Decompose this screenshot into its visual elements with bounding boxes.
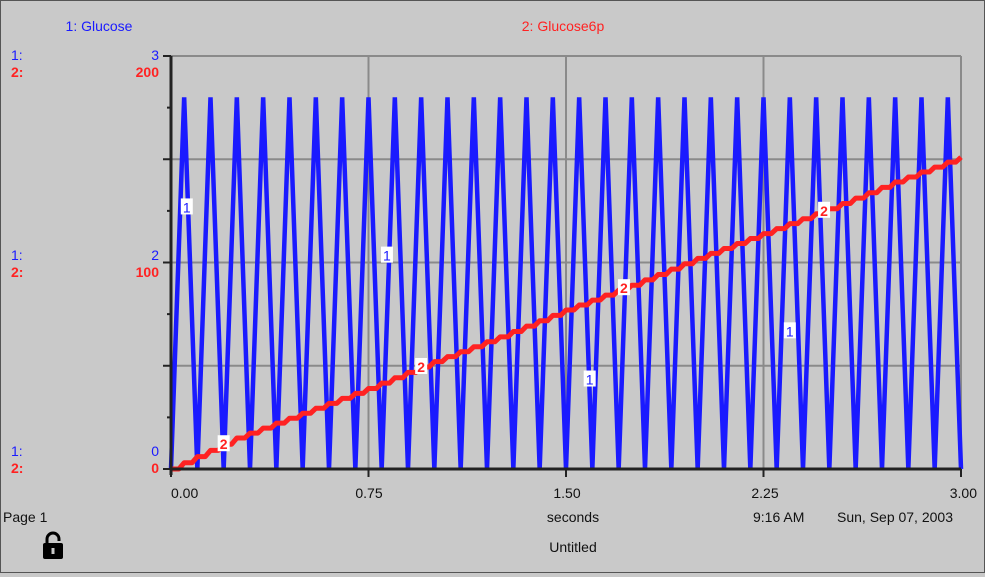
- x-tick-0: 0.00: [171, 485, 198, 501]
- series2-marker-2: 2: [620, 280, 628, 296]
- y1-tick-2: 2: [151, 247, 159, 263]
- series2-marker-1: 2: [417, 359, 425, 375]
- series1-marker-0: 1: [183, 199, 191, 215]
- plot-axes: [163, 55, 962, 477]
- series1-marker-3: 1: [786, 323, 794, 339]
- series2-title: 2: Glucose6p: [522, 18, 605, 34]
- series2-marker-bg-1: [415, 357, 428, 374]
- x-tick-4: 3.00: [950, 485, 977, 501]
- document-title: Untitled: [549, 539, 596, 555]
- timestamp-time: 9:16 AM: [753, 509, 804, 525]
- y1-tick-0: 0: [151, 443, 159, 459]
- series2-marker-bg-3: [818, 201, 831, 218]
- timestamp-date: Sun, Sep 07, 2003: [837, 509, 953, 525]
- row-label-2-bottom: 2:: [11, 460, 23, 476]
- x-tick-1: 0.75: [355, 485, 382, 501]
- series1-title: 1: Glucose: [66, 18, 133, 34]
- row-label-2-mid: 2:: [11, 264, 23, 280]
- y2-tick-200: 200: [136, 64, 160, 80]
- series1-marker-2: 1: [586, 372, 594, 388]
- row-label-1-top: 1:: [11, 47, 23, 63]
- series-markers: 1 1 1 1 2 2 2 2: [180, 198, 831, 452]
- row-label-1-mid: 1:: [11, 247, 23, 263]
- x-tick-2: 1.50: [553, 485, 580, 501]
- series1-marker-bg-1: [380, 246, 393, 263]
- y2-tick-100: 100: [136, 264, 160, 280]
- row-label-2-top: 2:: [11, 64, 23, 80]
- y1-tick-3: 3: [151, 47, 159, 63]
- y2-tick-0: 0: [151, 460, 159, 476]
- series1-marker-bg-3: [783, 322, 796, 339]
- x-tick-3: 2.25: [751, 485, 778, 501]
- open-lock-icon[interactable]: [43, 531, 63, 559]
- series2-marker-3: 2: [820, 203, 828, 219]
- page-label: Page 1: [3, 509, 48, 525]
- series2-marker-bg-0: [217, 435, 230, 452]
- series2-marker-bg-2: [617, 279, 630, 296]
- series2-marker-0: 2: [220, 436, 228, 452]
- series1-marker-bg-0: [180, 198, 193, 215]
- x-axis-unit: seconds: [547, 509, 599, 525]
- row-label-1-bottom: 1:: [11, 443, 23, 459]
- series1-marker-bg-2: [583, 370, 596, 387]
- series1-marker-1: 1: [383, 248, 391, 264]
